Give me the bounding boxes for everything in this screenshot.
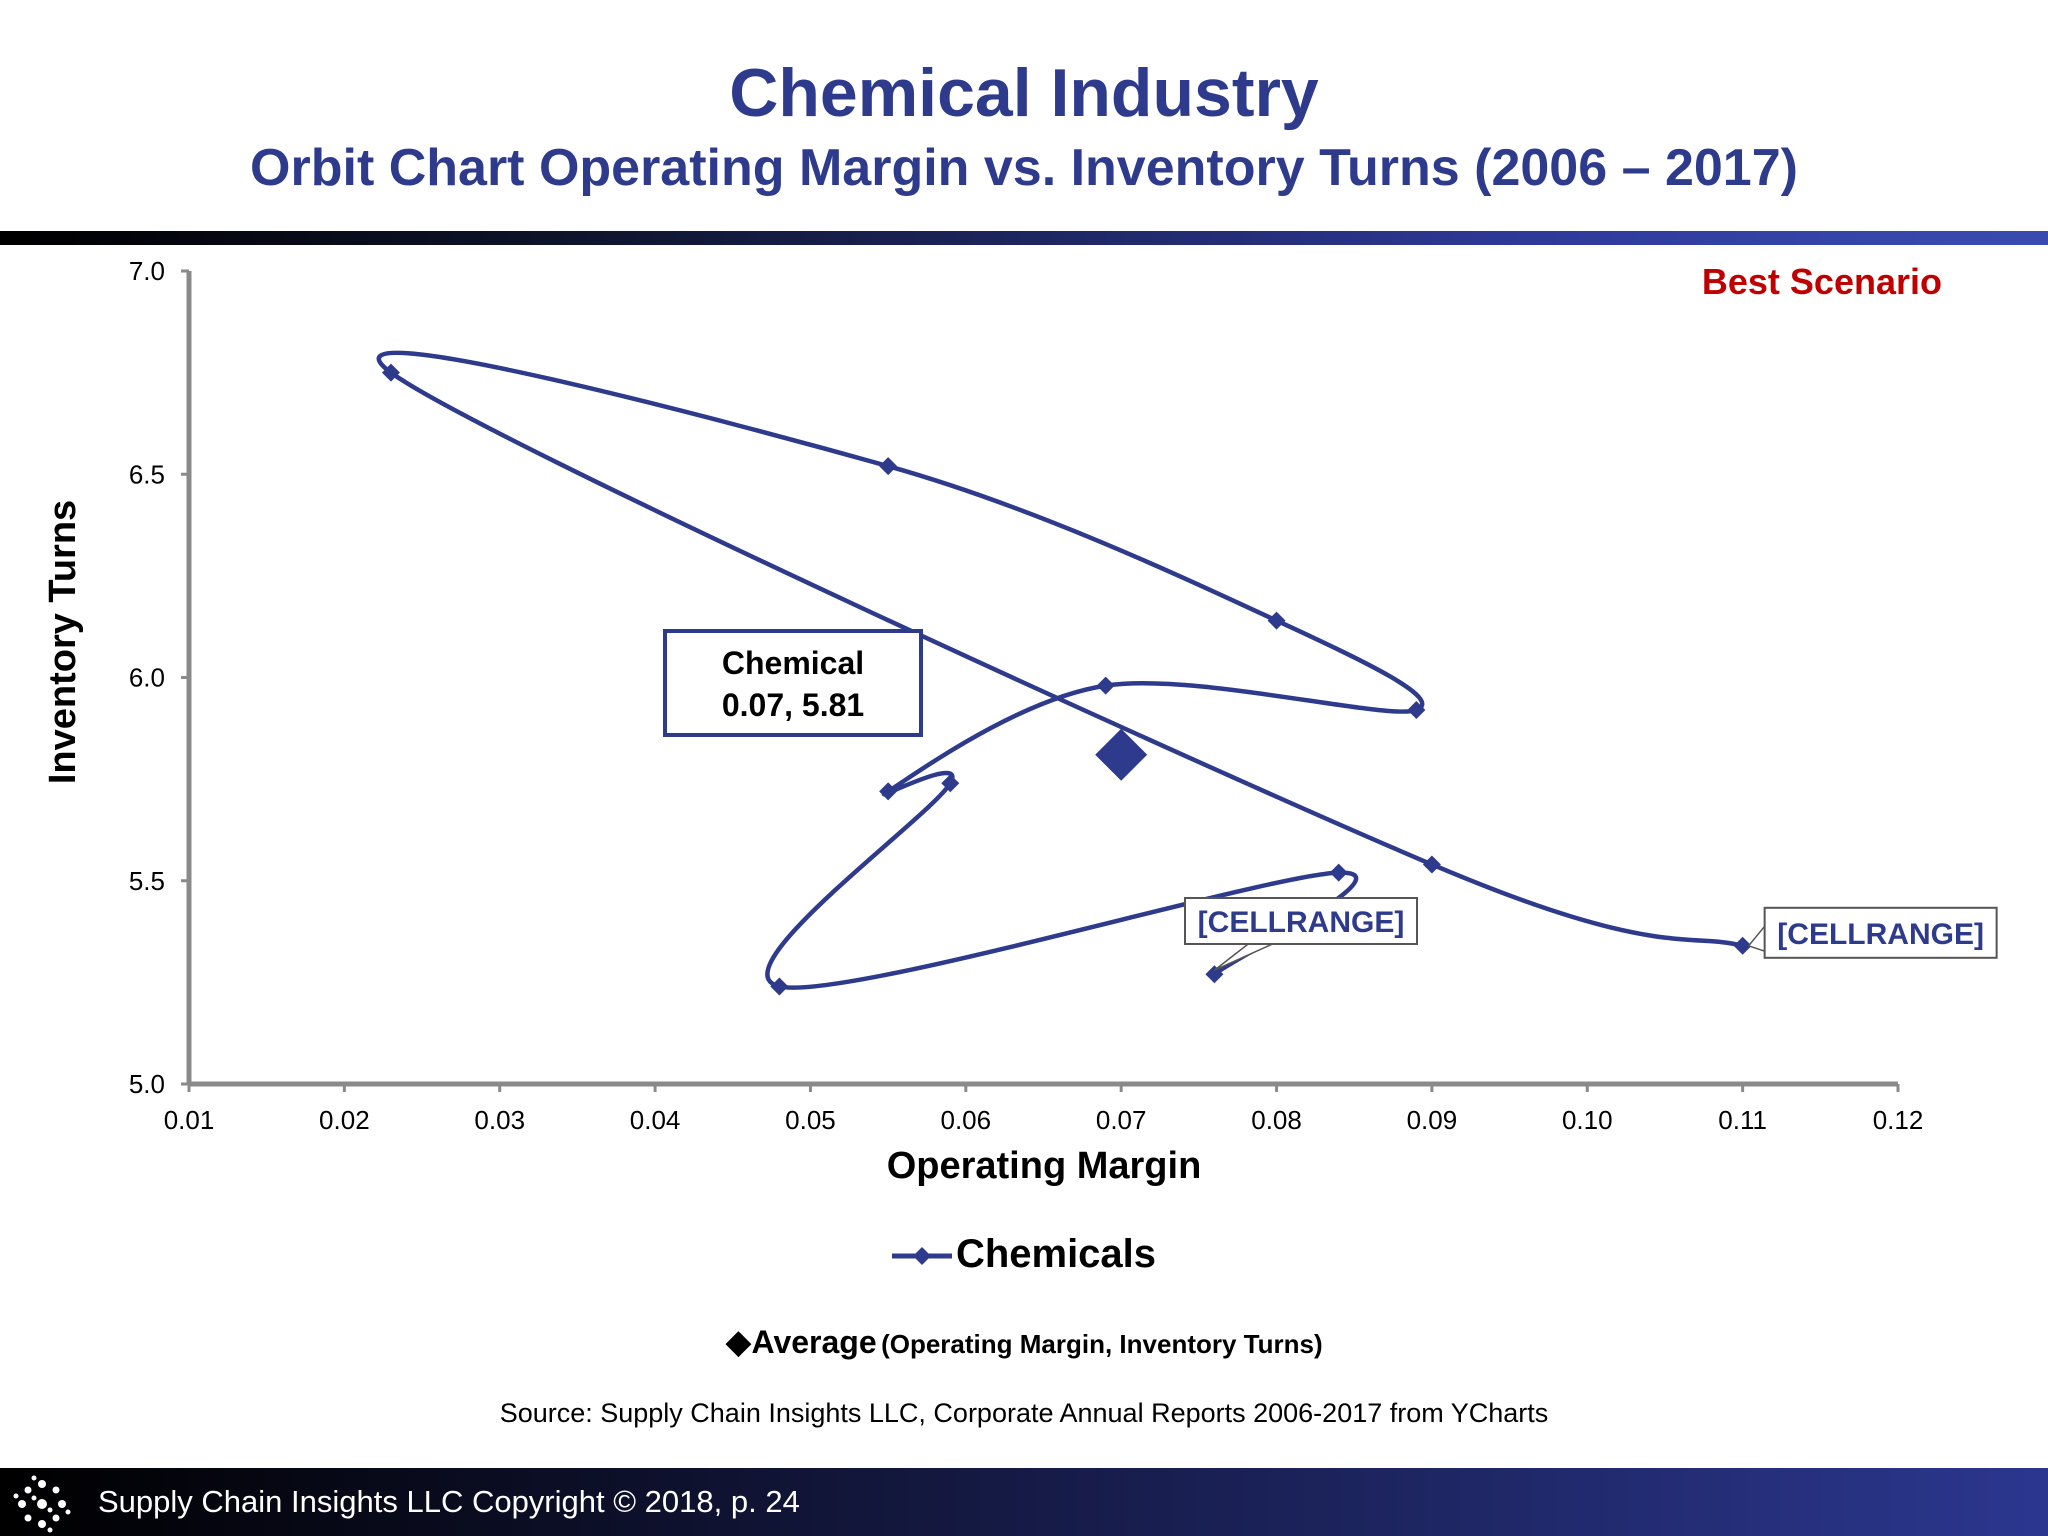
x-tick-label: 0.02 [319,1105,370,1135]
x-tick-label: 0.08 [1251,1105,1302,1135]
data-point [381,363,400,382]
callout-box-last [1184,897,1418,945]
legend-average: ◆Average (Operating Margin, Inventory Tu… [0,1322,2048,1362]
x-tick-label: 0.05 [785,1105,836,1135]
data-point [1407,701,1426,720]
data-point [770,977,789,996]
series-markers [381,363,1752,996]
legend-line-diamond-icon [891,1247,952,1266]
y-tick-label: 5.5 [129,866,165,896]
page-title: Chemical Industry [729,55,1319,131]
legend-average-label: Average [751,1324,877,1360]
footer-copyright: Supply Chain Insights LLC Copyright © 20… [98,1484,800,1519]
y-tick-label: 5.0 [129,1069,165,1099]
x-axis-title: Operating Margin [887,1145,1202,1187]
orbit-chart: 0.01 0.02 0.03 0.04 0.05 0.06 0.07 0.08 0.09 0.10… [42,256,1998,1187]
data-point [879,457,898,476]
data-point [879,782,898,801]
x-tick-label: 0.07 [1096,1105,1147,1135]
y-tick-label: 6.0 [129,663,165,693]
footer-bar: Supply Chain Insights LLC Copyright © 20… [0,1468,2048,1536]
average-label-name: Chemical [722,645,864,681]
x-tick-label: 0.12 [1873,1105,1924,1135]
data-point [941,774,960,793]
best-scenario-label: Best Scenario [1702,261,1942,302]
average-label-box [663,629,923,737]
data-point [1422,855,1441,874]
x-tick-label: 0.09 [1407,1105,1458,1135]
series-line-chemicals [376,350,1744,990]
legend-chemicals: Chemicals [0,1232,2048,1277]
y-axis-title: Inventory Turns [42,500,84,784]
legend-average-description: (Operating Margin, Inventory Turns) [881,1329,1323,1359]
chart-ticks: 0.01 0.02 0.03 0.04 0.05 0.06 0.07 0.08 0.09 0.10… [129,256,1923,1135]
callout-pointer-last [1213,941,1277,971]
x-tick-label: 0.01 [164,1105,215,1135]
data-point [1205,965,1224,984]
x-tick-label: 0.03 [474,1105,525,1135]
legend-chemicals-label: Chemicals [955,1232,1157,1276]
average-label-values: 0.07, 5.81 [722,687,864,723]
data-point [1329,863,1348,882]
callout-label-last: [CELLRANGE] [1198,906,1405,939]
callout-box-first [1763,906,1998,959]
x-tick-label: 0.04 [630,1105,681,1135]
data-point [1267,611,1286,630]
data-point [1096,676,1115,695]
data-point [1733,936,1752,955]
average-group: Chemical 0.07, 5.81 [663,629,1148,781]
x-tick-label: 0.06 [941,1105,992,1135]
x-tick-label: 0.11 [1718,1105,1767,1135]
average-diamond-icon: ◆ [725,1323,752,1361]
callouts: [CELLRANGE] [CELLRANGE] [1184,897,1998,971]
average-point [1095,728,1148,781]
source-note: Source: Supply Chain Insights LLC, Corpo… [499,1398,1549,1428]
x-tick-label: 0.10 [1562,1105,1613,1135]
callout-label-first: [CELLRANGE] [1777,918,1984,951]
header-divider [0,231,2048,245]
company-logo-icon [13,1475,71,1533]
page-subtitle: Orbit Chart Operating Margin vs. Invento… [250,139,1798,197]
y-tick-label: 7.0 [129,256,165,286]
chart-axes [186,271,1898,1087]
y-tick-label: 6.5 [129,459,165,489]
